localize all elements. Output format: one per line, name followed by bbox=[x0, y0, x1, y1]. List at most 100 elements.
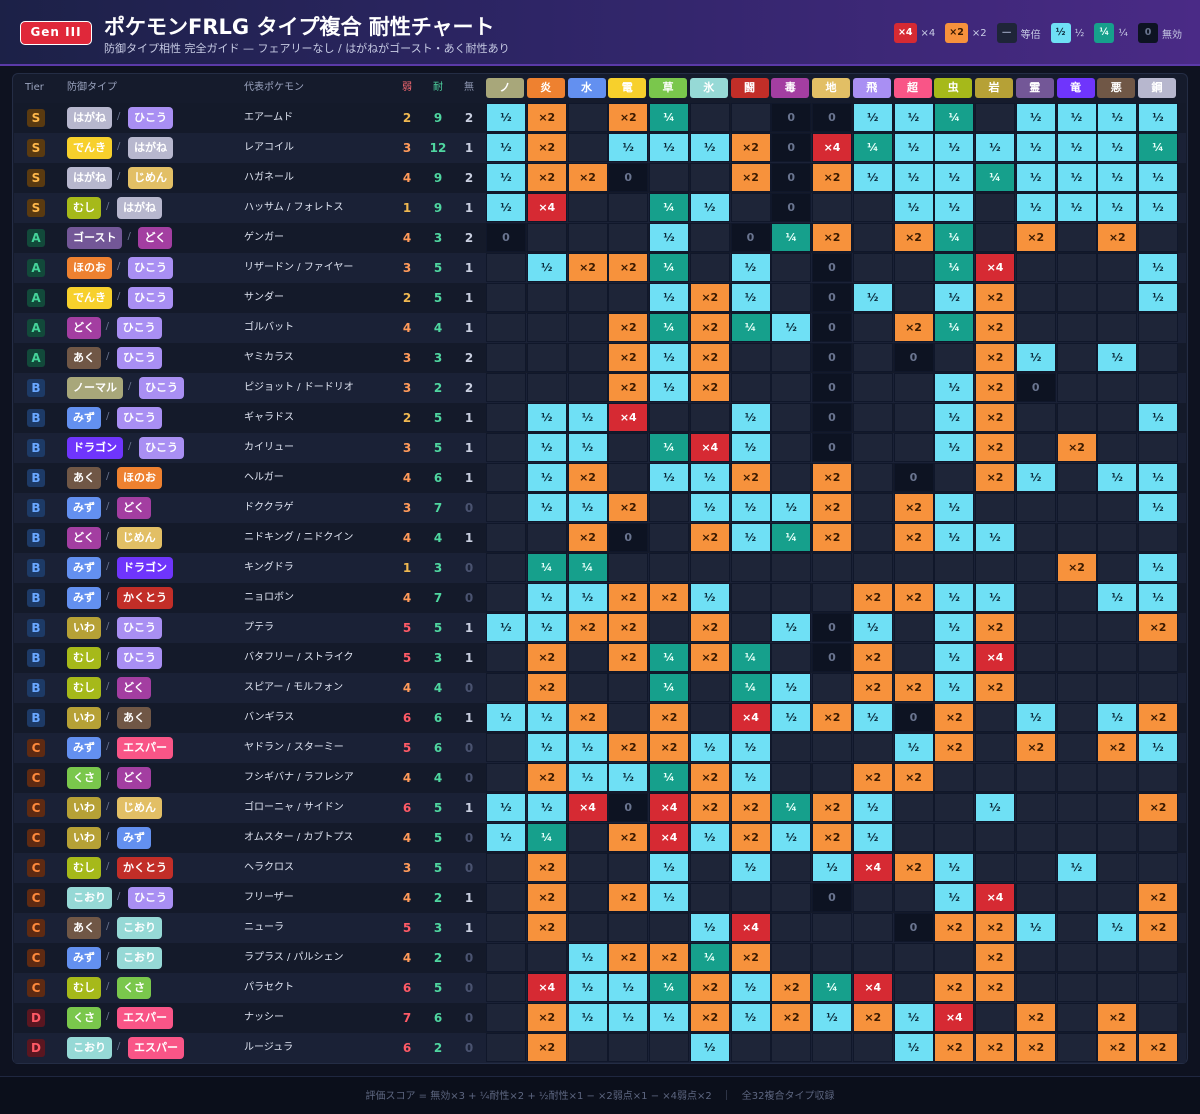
matchup-cell: ×2 bbox=[1097, 1033, 1138, 1062]
legend-swatch: ½ bbox=[1050, 23, 1071, 43]
matchup-cell bbox=[608, 853, 649, 882]
matchup-cell: ½ bbox=[893, 733, 934, 762]
matchup-cell bbox=[1097, 613, 1138, 642]
matchup-cell bbox=[567, 913, 608, 942]
matchup-cell bbox=[689, 253, 730, 282]
attack-type-header: 霊 bbox=[1015, 78, 1054, 98]
type-pill-primary: いわ bbox=[67, 617, 101, 639]
matchup-cell bbox=[771, 763, 812, 792]
matchup-cell bbox=[852, 343, 893, 372]
matchup-cell bbox=[1138, 973, 1178, 1002]
matchup-cell: ½ bbox=[1097, 163, 1138, 192]
legend-swatch: ¼ bbox=[1094, 23, 1115, 43]
weak-count: 6 bbox=[402, 1041, 412, 1055]
legend-label: ½ bbox=[1074, 27, 1085, 39]
matchup-cell: ½ bbox=[1138, 463, 1178, 492]
matchup-cell: ×2 bbox=[526, 1033, 567, 1062]
matchup-cell bbox=[893, 973, 934, 1002]
resist-count: 3 bbox=[433, 561, 443, 575]
matchup-cell: ×4 bbox=[526, 193, 567, 222]
matchup-cell: ½ bbox=[852, 613, 893, 642]
type-pill-primary: くさ bbox=[67, 767, 101, 789]
attack-type-header: 鋼 bbox=[1138, 78, 1176, 98]
matchup-cell: ¼ bbox=[689, 943, 730, 972]
matchup-cell: ×2 bbox=[975, 913, 1015, 942]
immune-count: 2 bbox=[464, 381, 474, 395]
tier-badge: A bbox=[27, 229, 45, 247]
pokemon-names: フシギバナ / ラフレシア bbox=[244, 772, 354, 783]
matchup-cell bbox=[1015, 433, 1056, 462]
matchup-cell: ½ bbox=[893, 163, 934, 192]
type-separator: / bbox=[106, 771, 110, 782]
matchup-cell: ½ bbox=[771, 823, 812, 852]
resist-count: 7 bbox=[433, 591, 443, 605]
type-separator: / bbox=[117, 1041, 121, 1052]
matchup-cell: 0 bbox=[812, 403, 852, 432]
matchup-cell bbox=[730, 343, 771, 372]
matchup-cell bbox=[975, 493, 1015, 522]
type-pill-primary: むし bbox=[67, 677, 101, 699]
type-pill-primary: ほのお bbox=[67, 257, 112, 279]
attack-type-header: 炎 bbox=[526, 78, 565, 98]
immune-count: 1 bbox=[464, 921, 474, 935]
matchup-cell: ×2 bbox=[893, 853, 934, 882]
matchup-cell: ×2 bbox=[526, 163, 567, 192]
type-pill-primary: むし bbox=[67, 977, 101, 999]
matchup-cell bbox=[975, 823, 1015, 852]
weak-count: 3 bbox=[402, 381, 412, 395]
matchup-cell bbox=[608, 1033, 649, 1062]
immune-count: 1 bbox=[464, 441, 474, 455]
type-pill-secondary: ひこう bbox=[128, 287, 173, 309]
matchup-cell: ½ bbox=[1056, 193, 1097, 222]
matchup-cell bbox=[893, 793, 934, 822]
type-separator: / bbox=[106, 921, 110, 932]
matchup-cell bbox=[1097, 313, 1138, 342]
weak-count: 4 bbox=[402, 831, 412, 845]
matchup-cell: ½ bbox=[1097, 103, 1138, 132]
type-separator: / bbox=[106, 411, 110, 422]
header-def-type: 防御タイプ bbox=[67, 82, 117, 93]
matchup-cell: ¼ bbox=[649, 433, 689, 462]
matchup-cell: ½ bbox=[689, 193, 730, 222]
matchup-cell: ½ bbox=[1015, 133, 1056, 162]
matchup-cell: ½ bbox=[1138, 103, 1178, 132]
matchup-cell bbox=[1056, 523, 1097, 552]
matchup-cell: ¼ bbox=[649, 643, 689, 672]
matchup-cell: 0 bbox=[812, 103, 852, 132]
matchup-cell: ×2 bbox=[526, 1003, 567, 1032]
type-pill-secondary: ひこう bbox=[128, 887, 173, 909]
matchup-cell: ½ bbox=[1056, 103, 1097, 132]
matchup-cell bbox=[812, 1033, 852, 1062]
immune-count: 0 bbox=[464, 741, 474, 755]
type-pill-secondary: どく bbox=[117, 677, 151, 699]
matchup-cell bbox=[1097, 673, 1138, 702]
matchup-cell: ½ bbox=[486, 163, 526, 192]
matchup-cell: ½ bbox=[526, 613, 567, 642]
matchup-cell: ×4 bbox=[812, 133, 852, 162]
matchup-cell: ×2 bbox=[608, 253, 649, 282]
matchup-cell: ×2 bbox=[567, 253, 608, 282]
matchup-cell bbox=[567, 373, 608, 402]
immune-count: 2 bbox=[464, 111, 474, 125]
resist-count: 3 bbox=[433, 351, 443, 365]
matchup-cell: ×2 bbox=[812, 703, 852, 732]
matchup-cell bbox=[1015, 403, 1056, 432]
matchup-cell: ×4 bbox=[730, 703, 771, 732]
matchup-cell: ½ bbox=[893, 103, 934, 132]
matchup-cell: ½ bbox=[1097, 343, 1138, 372]
type-pill-primary: こおり bbox=[67, 1037, 112, 1059]
matchup-cell bbox=[975, 733, 1015, 762]
matchup-cell: ×2 bbox=[812, 463, 852, 492]
immune-count: 1 bbox=[464, 711, 474, 725]
attack-type-header: 超 bbox=[893, 78, 932, 98]
pokemon-names: フリーザー bbox=[244, 892, 294, 903]
matchup-cell: ½ bbox=[1015, 343, 1056, 372]
matchup-cell bbox=[567, 673, 608, 702]
matchup-cell: ½ bbox=[934, 493, 975, 522]
matchup-cell bbox=[689, 883, 730, 912]
matchup-cell: ½ bbox=[975, 523, 1015, 552]
tier-badge: S bbox=[27, 199, 45, 217]
matchup-cell bbox=[486, 493, 526, 522]
matchup-cell bbox=[567, 313, 608, 342]
matchup-cell bbox=[893, 283, 934, 312]
